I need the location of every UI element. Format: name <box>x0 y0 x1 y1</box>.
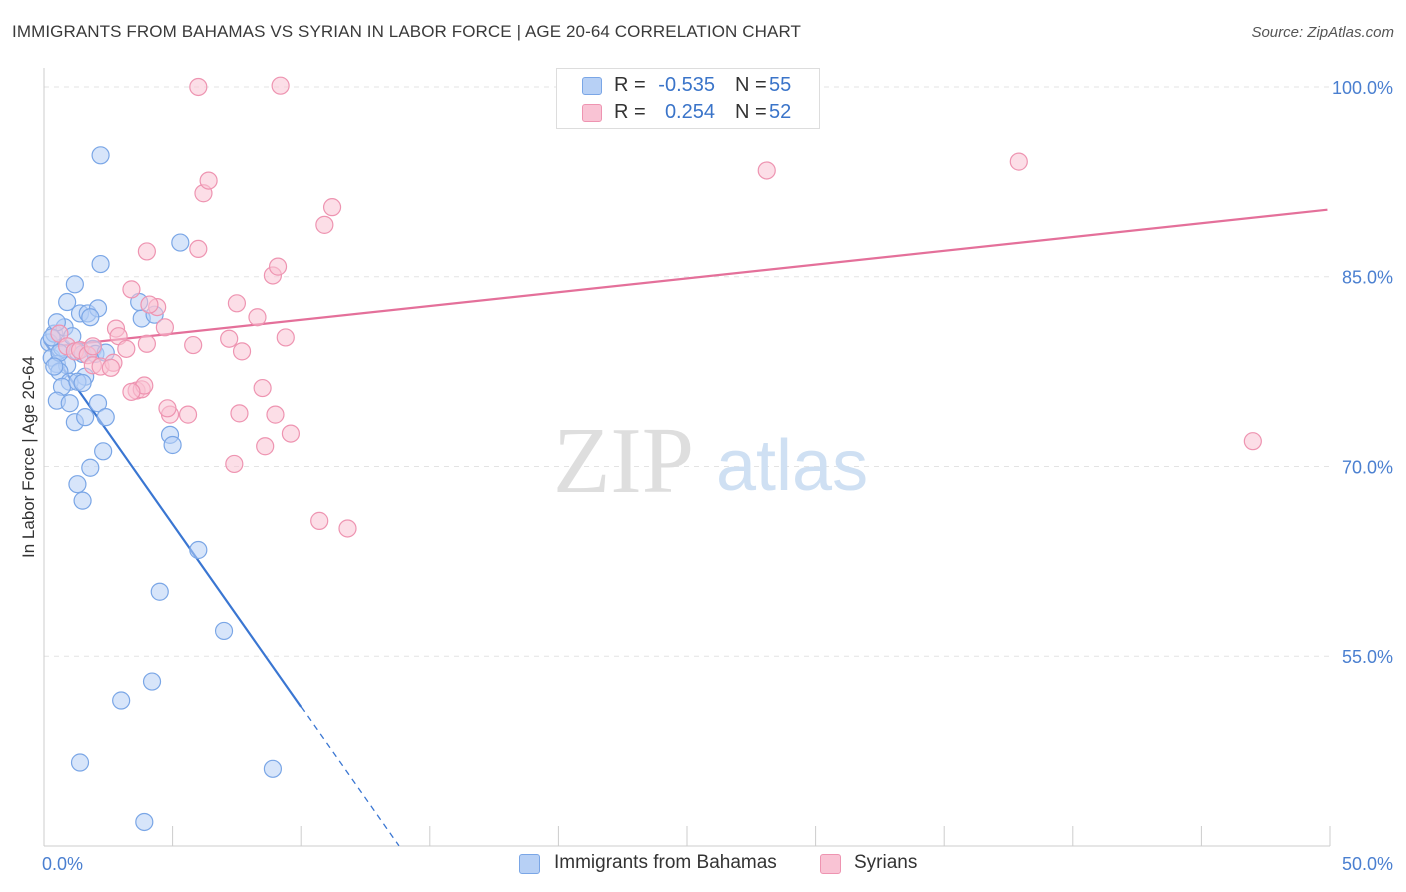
legend-r-value: -0.535 <box>658 74 715 96</box>
point-bahamas <box>96 408 115 427</box>
point-syrians <box>158 399 177 418</box>
point-bahamas <box>81 308 100 327</box>
point-syrians <box>248 308 267 327</box>
legend-row-syrians: R = 0.254 N = 52 <box>557 101 819 127</box>
trend-lines <box>43 208 1328 847</box>
legend-n-label: N = <box>735 101 767 123</box>
point-syrians <box>232 342 252 361</box>
point-bahamas <box>91 254 110 274</box>
point-bahamas <box>142 672 162 691</box>
point-bahamas <box>73 373 92 393</box>
point-bahamas <box>150 582 169 601</box>
point-bahamas <box>58 292 77 312</box>
watermark-atlas: atlas <box>716 426 868 506</box>
point-bahamas <box>81 458 100 477</box>
y-tick-label: 85.0% <box>1342 268 1393 288</box>
data-points <box>40 76 1262 832</box>
x-tick-label-max: 50.0% <box>1342 854 1393 874</box>
legend-r-label: R = <box>614 101 646 123</box>
point-syrians <box>253 378 272 398</box>
legend-swatch-bahamas <box>582 77 602 95</box>
point-syrians <box>117 339 136 358</box>
trend-line-0 <box>43 340 303 708</box>
series-label-bahamas: Immigrants from Bahamas <box>554 852 777 873</box>
legend-r-value: 0.254 <box>664 101 715 123</box>
point-syrians <box>199 171 218 190</box>
point-bahamas <box>88 394 108 413</box>
y-tick-label: 55.0% <box>1342 647 1393 667</box>
point-syrians <box>268 257 288 276</box>
correlation-legend: R = -0.535 N = 55 R = 0.254 N = 52 <box>556 68 820 129</box>
point-bahamas <box>76 408 95 427</box>
point-syrians <box>122 382 141 401</box>
y-tick-labels: 55.0% 70.0% 85.0% 100.0% <box>1332 78 1393 667</box>
point-syrians <box>1009 152 1028 171</box>
point-syrians <box>266 405 285 424</box>
point-bahamas <box>70 753 90 772</box>
x-tick-label-min: 0.0% <box>42 854 83 874</box>
point-syrians <box>155 318 174 337</box>
point-bahamas <box>214 621 234 641</box>
point-bahamas <box>135 812 154 832</box>
point-bahamas <box>60 394 79 413</box>
point-syrians <box>230 404 249 423</box>
watermark-zip: ZIP <box>553 409 694 513</box>
chart-title: IMMIGRANTS FROM BAHAMAS VS SYRIAN IN LAB… <box>12 22 802 41</box>
point-syrians <box>338 519 357 538</box>
y-tick-label: 70.0% <box>1342 457 1393 477</box>
point-syrians <box>281 424 301 443</box>
legend-r-label: R = <box>614 74 646 96</box>
series-swatch-syrians <box>820 854 841 874</box>
series-swatch-bahamas <box>519 854 540 874</box>
point-bahamas <box>112 691 131 710</box>
point-syrians <box>757 161 776 180</box>
point-syrians <box>310 511 329 530</box>
point-syrians <box>256 437 275 456</box>
trend-line-extension-0 <box>300 706 400 847</box>
gridlines <box>44 86 1330 657</box>
legend-n-label: N = <box>735 74 767 96</box>
point-syrians <box>225 454 244 474</box>
point-syrians <box>276 328 295 347</box>
point-syrians <box>271 76 290 95</box>
point-syrians <box>189 77 208 97</box>
point-syrians <box>220 329 239 348</box>
point-bahamas <box>263 759 283 778</box>
point-bahamas <box>68 475 87 494</box>
y-tick-label: 100.0% <box>1332 78 1393 98</box>
legend-n-value: 52 <box>769 101 792 123</box>
point-syrians <box>83 337 102 356</box>
series-label-syrians: Syrians <box>854 852 918 873</box>
point-bahamas <box>163 435 182 455</box>
point-syrians <box>315 215 334 234</box>
point-syrians <box>178 405 198 424</box>
legend-n-value: 55 <box>769 74 792 96</box>
point-syrians <box>189 239 208 259</box>
point-bahamas <box>189 540 208 560</box>
point-syrians <box>227 294 246 313</box>
point-syrians <box>137 334 156 353</box>
source-credit: Source: ZipAtlas.com <box>1251 24 1394 41</box>
y-axis-title: In Labor Force | Age 20-64 <box>19 356 38 558</box>
series-legend: Immigrants from Bahamas Syrians <box>0 852 1406 878</box>
trend-line-1 <box>54 208 1328 348</box>
point-syrians <box>122 280 141 299</box>
watermark: ZIP atlas <box>553 409 868 513</box>
point-bahamas <box>65 275 84 294</box>
point-syrians <box>137 242 156 261</box>
legend-swatch-syrians <box>582 104 602 122</box>
point-bahamas <box>91 146 110 165</box>
point-bahamas <box>45 357 64 376</box>
point-syrians <box>140 295 159 314</box>
point-syrians <box>101 358 120 377</box>
point-bahamas <box>94 442 113 461</box>
point-syrians <box>322 198 342 217</box>
point-syrians <box>1243 432 1262 451</box>
point-syrians <box>184 335 203 355</box>
point-bahamas <box>171 233 190 252</box>
legend-row-bahamas: R = -0.535 N = 55 <box>557 74 819 100</box>
point-bahamas <box>73 491 92 510</box>
x-axis-ticks <box>43 826 1331 846</box>
